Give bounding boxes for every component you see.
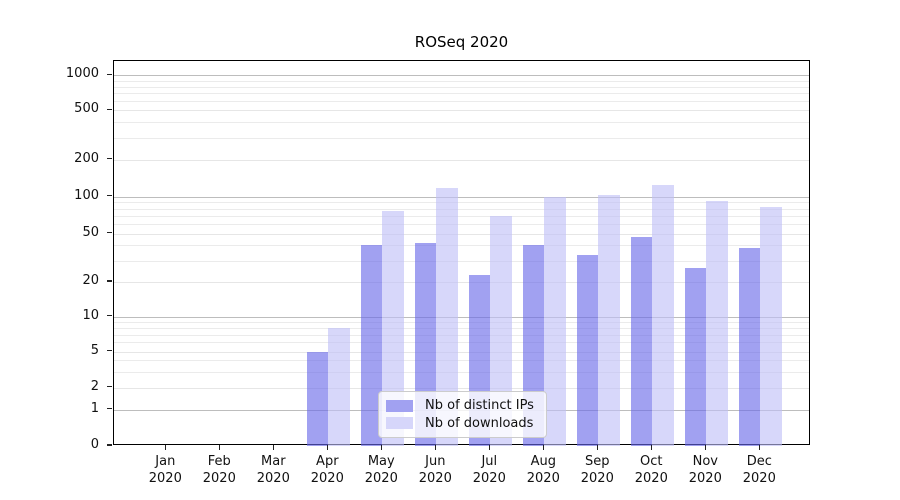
- y-tick-label-1: 1: [90, 400, 99, 416]
- gridline-y-200: [114, 159, 809, 161]
- x-tick-label-jul: Jul 2020: [472, 454, 506, 486]
- chart-title: ROSeq 2020: [414, 33, 509, 51]
- gridline-y-400: [114, 122, 809, 124]
- gridline-y-6: [114, 342, 809, 344]
- y-tick-mark-10: [107, 315, 112, 317]
- gridline-y-800: [114, 86, 809, 88]
- y-tick-label-200: 200: [74, 150, 99, 166]
- legend-label-distinct-ips: Nb of distinct IPs: [425, 398, 534, 414]
- plot-area: [113, 60, 810, 446]
- x-tick-mark-jul: [488, 445, 490, 450]
- x-tick-label-jan: Jan 2020: [148, 454, 182, 486]
- y-tick-mark-100: [107, 195, 112, 197]
- gridline-y-5: [114, 351, 809, 353]
- bar-downloads: [652, 185, 674, 446]
- x-tick-label-mar: Mar 2020: [256, 454, 290, 486]
- y-tick-label-0: 0: [90, 437, 99, 452]
- gridline-y-300: [114, 137, 809, 139]
- y-tick-mark-2: [107, 386, 112, 388]
- x-tick-mark-nov: [704, 445, 706, 450]
- y-tick-mark-1: [107, 408, 112, 410]
- gridline-y-30: [114, 260, 809, 262]
- x-tick-mark-oct: [650, 445, 652, 450]
- gridline-y-100: [114, 196, 809, 198]
- bar-downloads: [328, 327, 350, 446]
- x-tick-mark-feb: [218, 445, 220, 450]
- bar-downloads: [760, 207, 782, 446]
- x-tick-mark-mar: [272, 445, 274, 450]
- y-tick-mark-5: [107, 350, 112, 352]
- gridline-y-7: [114, 334, 809, 336]
- x-tick-mark-apr: [326, 445, 328, 450]
- bar-distinct-ips: [576, 255, 599, 446]
- x-tick-mark-aug: [542, 445, 544, 450]
- y-tick-mark-500: [107, 108, 112, 110]
- gridline-y-900: [114, 80, 809, 82]
- legend-swatch-downloads: [386, 417, 413, 430]
- x-tick-label-sep: Sep 2020: [580, 454, 614, 486]
- y-tick-label-1000: 1000: [65, 66, 99, 82]
- x-tick-label-jun: Jun 2020: [418, 454, 452, 486]
- gridline-y-4: [114, 360, 809, 362]
- bar-distinct-ips: [306, 351, 329, 446]
- bar-downloads: [544, 196, 566, 446]
- legend-label-downloads: Nb of downloads: [425, 415, 534, 431]
- gridline-y-80: [114, 208, 809, 210]
- x-tick-label-aug: Aug 2020: [526, 454, 560, 486]
- bar-distinct-ips: [360, 245, 383, 446]
- y-tick-mark-200: [107, 158, 112, 160]
- legend-item-downloads: Nb of downloads: [386, 415, 538, 432]
- bar-downloads: [598, 195, 620, 446]
- x-tick-label-apr: Apr 2020: [310, 454, 344, 486]
- gridline-y-2: [114, 387, 809, 389]
- y-tick-mark-20: [107, 280, 112, 282]
- y-tick-mark-0: [107, 444, 112, 446]
- x-tick-mark-dec: [758, 445, 760, 450]
- y-tick-label-10: 10: [82, 307, 99, 323]
- legend-item-distinct-ips: Nb of distinct IPs: [386, 397, 538, 414]
- y-tick-label-500: 500: [74, 101, 99, 117]
- bar-distinct-ips: [738, 248, 761, 446]
- gridline-y-20: [114, 282, 809, 283]
- bar-downloads: [490, 215, 512, 446]
- x-tick-mark-may: [380, 445, 382, 450]
- y-tick-label-50: 50: [82, 224, 99, 240]
- gridline-y-3: [114, 371, 809, 373]
- gridline-y-500: [114, 110, 809, 112]
- bar-downloads: [436, 187, 458, 446]
- gridline-y-40: [114, 245, 809, 247]
- bar-distinct-ips: [684, 268, 707, 446]
- gridline-y-60: [114, 223, 809, 225]
- gridline-y-50: [114, 233, 809, 235]
- gridline-y-8: [114, 327, 809, 329]
- gridline-y-70: [114, 215, 809, 217]
- gridline-y-700: [114, 93, 809, 95]
- x-tick-mark-jan: [164, 445, 166, 450]
- y-tick-label-5: 5: [90, 342, 99, 358]
- x-tick-label-nov: Nov 2020: [688, 454, 722, 486]
- x-tick-label-feb: Feb 2020: [202, 454, 236, 486]
- bar-downloads: [706, 200, 728, 446]
- y-tick-label-100: 100: [74, 187, 99, 203]
- gridline-y-1000: [114, 75, 809, 77]
- x-tick-mark-sep: [596, 445, 598, 450]
- y-tick-label-2: 2: [90, 378, 99, 394]
- y-tick-mark-1000: [107, 73, 112, 75]
- gridline-y-600: [114, 101, 809, 103]
- x-tick-label-oct: Oct 2020: [634, 454, 668, 486]
- bar-downloads: [382, 211, 404, 446]
- x-tick-label-dec: Dec 2020: [742, 454, 776, 486]
- gridline-y-90: [114, 202, 809, 204]
- y-tick-label-20: 20: [82, 273, 99, 288]
- chart-legend: Nb of distinct IPs Nb of downloads: [378, 391, 547, 438]
- bar-distinct-ips: [630, 236, 653, 446]
- legend-swatch-distinct-ips: [386, 399, 413, 412]
- y-tick-mark-50: [107, 231, 112, 234]
- x-tick-label-may: May 2020: [364, 454, 398, 486]
- gridline-y-10: [114, 316, 809, 318]
- gridline-y-9: [114, 322, 809, 324]
- x-tick-mark-jun: [434, 445, 436, 450]
